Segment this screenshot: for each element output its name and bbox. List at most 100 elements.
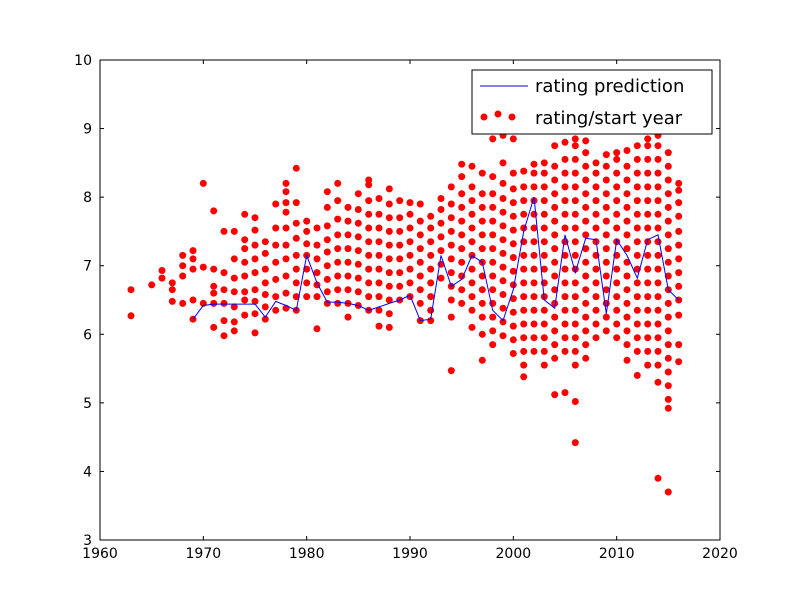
scatter-point [654, 169, 662, 177]
scatter-point [571, 347, 579, 355]
y-tick-label: 8 [83, 190, 92, 206]
scatter-point [675, 212, 683, 220]
scatter-point [354, 219, 362, 227]
scatter-point [303, 265, 311, 273]
scatter-point [675, 186, 683, 194]
scatter-point [385, 282, 393, 290]
scatter-point [664, 217, 672, 225]
scatter-point [654, 347, 662, 355]
scatter-point [292, 279, 300, 287]
scatter-point [437, 219, 445, 227]
scatter-point [179, 272, 187, 280]
scatter-point [489, 341, 497, 349]
scatter-point [644, 265, 652, 273]
scatter-point [654, 306, 662, 314]
scatter-point [582, 149, 590, 157]
scatter-point [261, 238, 269, 246]
scatter-point [644, 135, 652, 143]
scatter-point [561, 293, 569, 301]
scatter-point [540, 320, 548, 328]
scatter-point [468, 306, 476, 314]
scatter-point [179, 251, 187, 259]
scatter-point [323, 203, 331, 211]
scatter-point [416, 286, 424, 294]
scatter-point [478, 313, 486, 321]
scatter-point [385, 214, 393, 222]
scatter-point [509, 336, 517, 344]
scatter-point [561, 183, 569, 191]
axis-ticks: 1960 1970 1980 1990 2000 2010 2020 3 4 5 6 7 8 9 10 [74, 53, 738, 562]
scatter-point [571, 320, 579, 328]
scatter-point [561, 197, 569, 205]
scatter-point [220, 332, 228, 340]
scatter-point [323, 288, 331, 296]
scatter-point [396, 269, 404, 277]
scatter-point [272, 224, 280, 232]
scatter-point [520, 373, 528, 381]
scatter-point [520, 183, 528, 191]
scatter-point [489, 217, 497, 225]
scatter-point [509, 322, 517, 330]
scatter-point [633, 334, 641, 342]
scatter-point [261, 291, 269, 298]
scatter-point [582, 286, 590, 294]
scatter-point [447, 214, 455, 222]
scatter-point [241, 258, 249, 266]
scatter-point [334, 286, 342, 294]
scatter-point [633, 306, 641, 314]
scatter-point [582, 354, 590, 362]
scatter-point [582, 217, 590, 225]
scatter-point [468, 210, 476, 218]
scatter-point [458, 190, 466, 198]
scatter-point [675, 311, 683, 319]
y-tick-label: 10 [74, 53, 92, 69]
scatter-point [623, 190, 631, 198]
scatter-point [633, 238, 641, 246]
scatter-point [633, 169, 641, 177]
scatter-point [623, 162, 631, 170]
scatter-point [561, 251, 569, 259]
scatter-point [633, 347, 641, 355]
legend: rating prediction rating/start year [471, 69, 713, 135]
scatter-point [292, 199, 300, 207]
scatter-point [571, 142, 579, 150]
scatter-point [551, 391, 559, 399]
scatter-point [623, 356, 631, 364]
scatter-point [292, 293, 300, 301]
scatter-point [241, 236, 249, 244]
scatter-point [623, 176, 631, 184]
scatter-point [613, 149, 621, 157]
scatter-point [354, 288, 362, 296]
y-tick-label: 9 [83, 122, 92, 138]
scatter-point [644, 155, 652, 163]
scatter-point [365, 251, 373, 259]
scatter-point [654, 361, 662, 369]
scatter-point [664, 327, 672, 335]
scatter-point [520, 334, 528, 342]
scatter-point [633, 197, 641, 205]
scatter-point [602, 299, 610, 307]
scatter-point [458, 299, 466, 307]
scatter-point [458, 173, 466, 181]
scatter-point [582, 231, 590, 239]
scatter-point [292, 219, 300, 227]
scatter-point [582, 190, 590, 198]
scatter-point [323, 299, 331, 307]
scatter-point [602, 190, 610, 198]
scatter-point [478, 272, 486, 280]
scatter-point [623, 272, 631, 280]
scatter-point [499, 195, 507, 202]
scatter-point [520, 265, 528, 273]
scatter-point [406, 238, 414, 246]
scatter-point [509, 281, 517, 289]
scatter-point [530, 279, 538, 287]
scatter-point [447, 296, 455, 304]
scatter-point [385, 269, 393, 277]
scatter-point [644, 279, 652, 287]
scatter-point [148, 281, 156, 289]
scatter-point [613, 210, 621, 218]
scatter-point [654, 238, 662, 246]
scatter-point [602, 176, 610, 184]
scatter-point [251, 269, 259, 277]
